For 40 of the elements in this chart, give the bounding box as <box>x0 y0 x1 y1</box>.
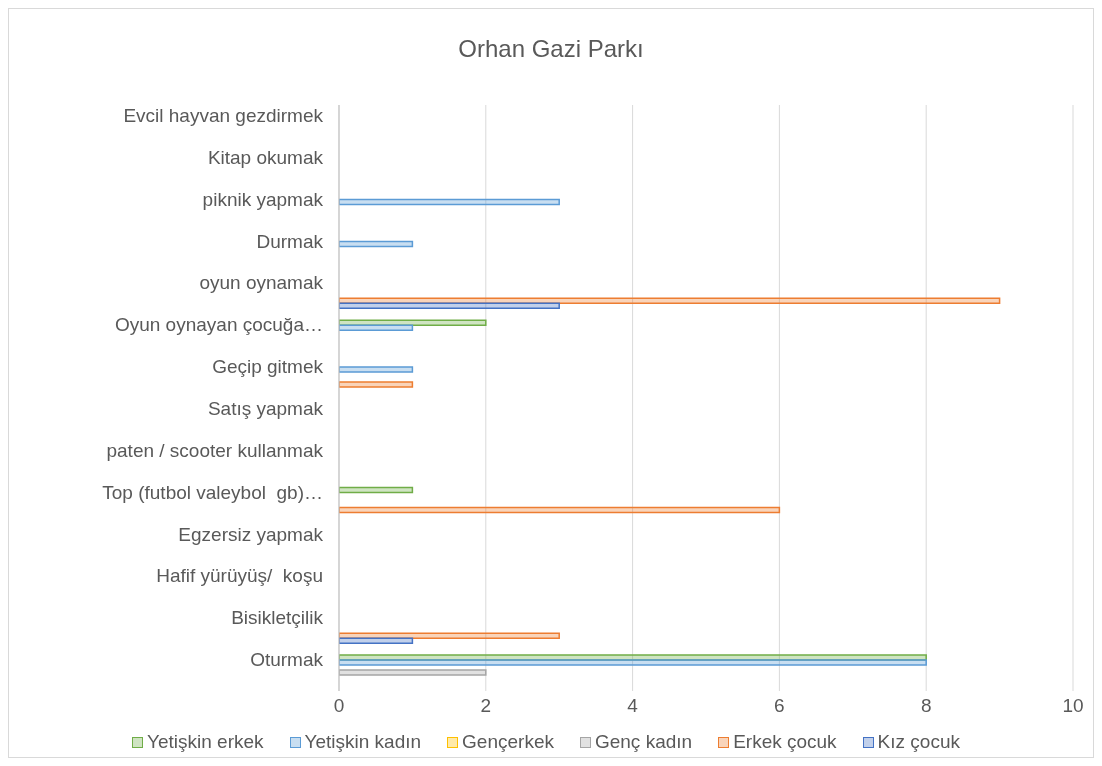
y-tick-label: Egzersiz yapmak <box>178 523 324 545</box>
bar <box>339 637 414 644</box>
bar <box>339 198 560 206</box>
chart-title: Orhan Gazi Parkı <box>457 35 645 64</box>
bar <box>339 366 414 373</box>
y-tick-label: Oturmak <box>250 649 324 671</box>
y-tick-label: Satış yapmak <box>207 397 324 419</box>
bar <box>339 381 414 388</box>
bar <box>339 506 781 514</box>
y-tick-label: Durmak <box>256 230 324 252</box>
y-tick-label: Geçip gitmek <box>212 356 324 378</box>
y-tick-label: Kitap okumak <box>207 146 324 168</box>
bar <box>339 632 560 639</box>
bar <box>339 669 487 676</box>
y-tick-label: piknik yapmak <box>202 188 324 210</box>
legend-label: Kız çocuk <box>876 731 960 753</box>
y-tick-label: Evcil hayvan gezdirmek <box>123 104 324 126</box>
legend-label: Yetişkin erkek <box>146 731 264 753</box>
x-tick-label: 8 <box>920 695 932 717</box>
legend-label: Genç kadın <box>593 731 693 753</box>
x-tick-label: 6 <box>774 695 785 717</box>
y-tick-label: oyun oynamak <box>199 272 324 294</box>
y-tick-label: Bisikletçilik <box>231 607 324 629</box>
y-tick-label: Hafif yürüyüş/ koşu <box>156 565 323 587</box>
x-tick-label: 2 <box>480 695 492 717</box>
x-tick-label: 10 <box>1062 695 1084 717</box>
bar <box>339 240 414 248</box>
legend-label: Yetişkin kadın <box>303 731 422 753</box>
bar <box>339 659 927 666</box>
bar <box>339 302 560 310</box>
y-tick-label: paten / scooter kullanmak <box>106 439 324 461</box>
x-tick-label: 4 <box>627 695 639 717</box>
bar <box>339 319 487 326</box>
y-tick-label: Oyun oynayan çocuğa… <box>114 314 323 336</box>
x-tick-label: 0 <box>333 695 345 717</box>
bar <box>339 324 414 331</box>
legend-label: Erkek çocuk <box>732 731 837 753</box>
legend-label: Gençerkek <box>461 731 554 753</box>
y-tick-label: Top (futbol valeybol gb)… <box>102 481 323 503</box>
bar <box>339 486 414 494</box>
